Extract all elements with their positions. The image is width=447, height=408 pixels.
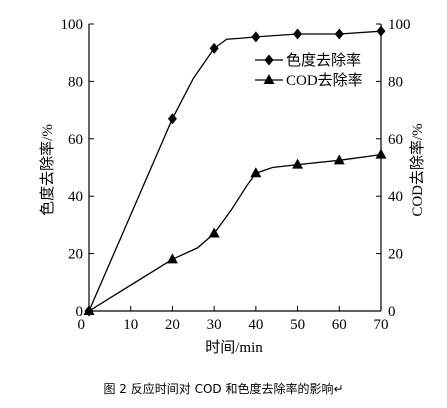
- y-tick-label-left: 40: [68, 189, 83, 205]
- point-diamond: [251, 31, 261, 43]
- axes: [88, 23, 382, 312]
- point-triangle: [208, 227, 220, 238]
- legend-triangle-icon: [263, 74, 275, 84]
- x-tick-label: 70: [374, 317, 389, 333]
- series-markers: [83, 25, 387, 317]
- legend-diamond-icon: [264, 54, 274, 66]
- y-tick-label-left: 80: [68, 74, 83, 90]
- point-triangle: [166, 253, 178, 264]
- x-tick-label: 30: [207, 317, 222, 333]
- y-tick-label-right: 20: [388, 247, 403, 263]
- point-triangle: [292, 158, 304, 169]
- point-triangle: [375, 148, 387, 159]
- point-triangle: [250, 167, 262, 178]
- y-axis-label-right: COD去除率/%: [409, 123, 426, 216]
- series-line-1: [88, 30, 382, 312]
- point-diamond: [376, 25, 386, 37]
- point-triangle: [333, 154, 345, 165]
- x-tick-label: 20: [165, 317, 180, 333]
- point-diamond: [167, 113, 177, 125]
- x-tick-label-origin: 0: [78, 317, 86, 333]
- legend-label-2: COD去除率: [286, 72, 363, 89]
- point-triangle: [83, 305, 95, 315]
- y-axis-label-left: 色度去除率/%: [39, 124, 56, 216]
- y-tick-label-left: 20: [68, 247, 83, 263]
- y-tick-label-right: 80: [388, 74, 403, 90]
- y-tick-label-left: 0: [76, 304, 84, 320]
- y-tick-label-right: 100: [388, 17, 411, 33]
- x-axis-label: 时间/min: [205, 339, 263, 356]
- x-tick-label: 50: [290, 317, 305, 333]
- y-tick-label-left: 60: [68, 132, 83, 148]
- y-tick-label-right: 0: [388, 304, 396, 320]
- point-diamond: [209, 42, 219, 54]
- point-diamond: [334, 28, 344, 40]
- y-tick-label-right: 60: [388, 132, 403, 148]
- figure-caption: 图 2 反应时间对 COD 和色度去除率的影响↵: [103, 382, 344, 396]
- y-tick-label-left: 100: [61, 17, 84, 33]
- legend: 色度去除率 COD去除率: [255, 52, 363, 89]
- y-tick-label-right: 40: [388, 189, 403, 205]
- x-tick-label: 40: [248, 317, 263, 333]
- series-line-2: [88, 153, 382, 312]
- point-diamond: [293, 28, 303, 40]
- legend-label-1: 色度去除率: [286, 52, 361, 69]
- x-tick-label: 60: [332, 317, 347, 333]
- x-tick-label: 10: [123, 317, 138, 333]
- series-lines: [88, 30, 382, 312]
